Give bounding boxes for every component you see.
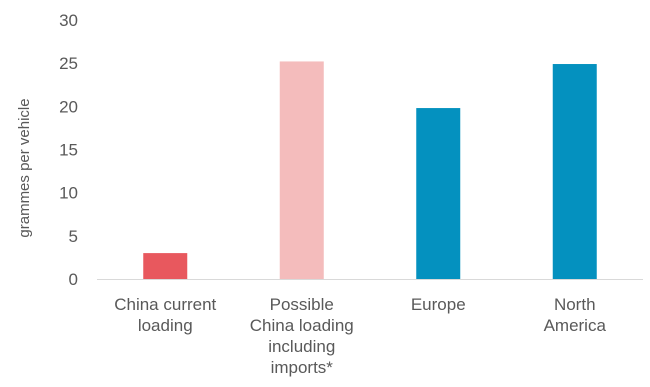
bar	[279, 61, 324, 279]
y-axis-label-group: grammes per vehicle	[16, 98, 33, 237]
x-tick-label-line: North	[554, 295, 596, 314]
x-tick-label: Possible China loading including imports*	[250, 295, 354, 377]
y-tick-label: 25	[59, 54, 78, 73]
y-tick-label: 0	[69, 270, 78, 289]
x-tick-label-line: China current	[114, 295, 216, 314]
x-tick-label-line: Europe	[411, 295, 466, 314]
x-tick-label: China current loading	[114, 295, 216, 335]
x-tick-label-line: imports*	[271, 358, 334, 377]
y-axis-label: grammes per vehicle	[16, 98, 33, 237]
x-tick-label-line: loading	[138, 316, 193, 335]
y-tick-label: 5	[69, 227, 78, 246]
y-tick-label: 10	[59, 184, 78, 203]
bar	[143, 253, 188, 279]
y-tick-label: 30	[59, 11, 78, 30]
x-tick-label: North America	[544, 295, 607, 335]
y-axis-ticks: 0 5 10 15 20 25 30	[59, 11, 78, 289]
bar	[552, 64, 597, 279]
x-axis-tick-labels: China current loading Possible China loadin…	[114, 295, 606, 377]
x-tick-label-line: China loading	[250, 316, 354, 335]
x-tick-label-line: America	[544, 316, 607, 335]
x-tick-label-line: including	[268, 337, 335, 356]
y-tick-label: 20	[59, 97, 78, 116]
bars	[143, 61, 597, 279]
y-tick-label: 15	[59, 141, 78, 160]
bar	[416, 108, 461, 279]
x-tick-label-line: Possible	[270, 295, 334, 314]
x-tick-label: Europe	[411, 295, 466, 314]
